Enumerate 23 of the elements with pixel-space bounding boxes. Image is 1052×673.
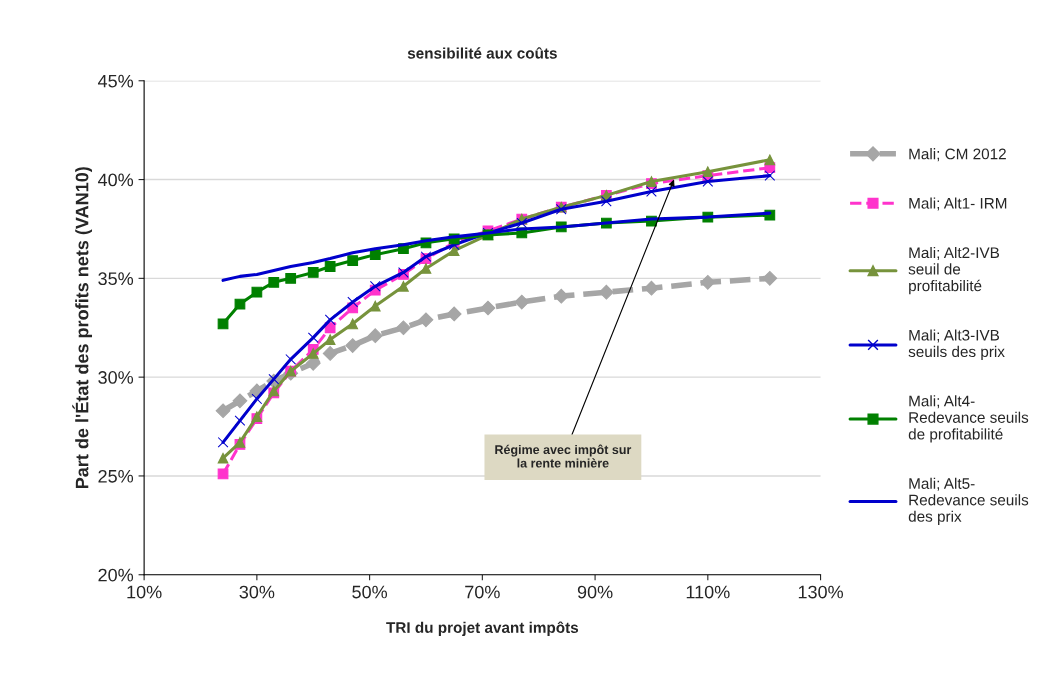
legend-label: Mali; CM 2012 — [909, 148, 1006, 162]
legend-label: Mali; Alt4- Redevance seuils de profitabilité — [908, 395, 1029, 443]
chart-title: sensibilité aux coûts — [407, 47, 557, 59]
x-tick-label: 90% — [577, 585, 613, 599]
annotation: Régime avec impôt sur la rente minière — [495, 444, 632, 468]
y-tick-label: 35% — [98, 272, 134, 286]
y-tick-label: 45% — [97, 74, 134, 88]
x-tick-label: 30% — [239, 585, 275, 599]
legend-label: Mali; Alt5- Redevance seuils des prix — [908, 477, 1029, 525]
legend-label: Mali; Alt1- IRM — [909, 197, 1007, 211]
legend-label: Mali; Alt2-IVB seuil de profitabilité — [908, 246, 1000, 295]
x-tick-label: 130% — [798, 585, 844, 599]
y-tick-label: 30% — [98, 371, 134, 384]
y-tick-label: 40% — [97, 173, 134, 187]
legend-label: Mali; Alt3-IVB seuils des prix — [908, 329, 1005, 361]
x-axis-title: TRI du projet avant impôts — [386, 621, 579, 637]
x-tick-label: 70% — [465, 585, 500, 599]
y-axis-title: Part de l'État des profits nets (VAN10) — [72, 167, 93, 489]
y-tick-label: 20% — [98, 568, 134, 582]
x-tick-label: 110% — [686, 585, 730, 599]
x-tick-label: 50% — [352, 585, 388, 599]
x-tick-label: 10% — [127, 585, 162, 599]
y-tick-label: 25% — [98, 469, 134, 483]
